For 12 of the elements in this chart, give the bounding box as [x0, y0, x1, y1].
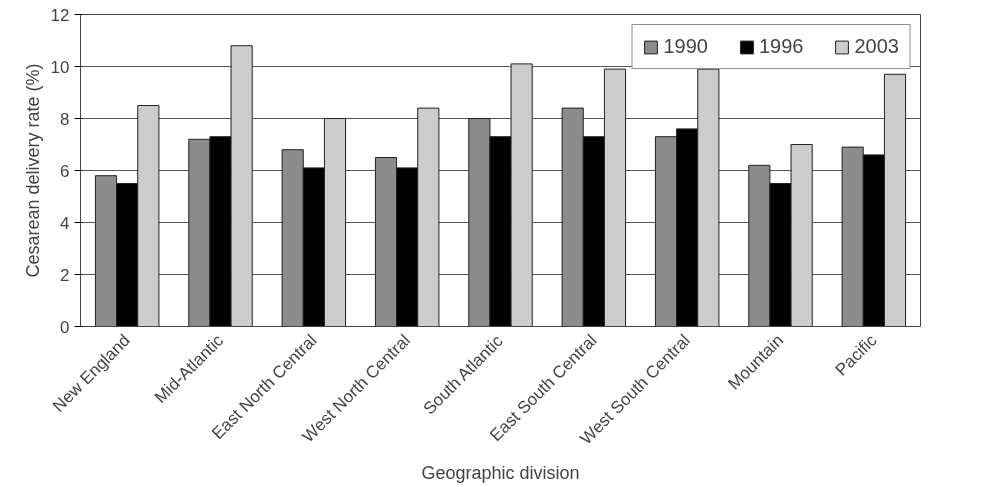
- legend-label: 1996: [759, 35, 804, 58]
- y-tick-label: 2: [60, 265, 70, 285]
- x-axis-title: Geographic division: [421, 462, 580, 483]
- y-axis-title: Cesarean delivery rate (%): [22, 63, 43, 278]
- y-tick-label: 12: [50, 5, 70, 25]
- y-tick-label: 10: [50, 57, 70, 77]
- y-tick-label: 0: [60, 317, 70, 337]
- y-tick-label: 8: [60, 109, 70, 129]
- legend-label: 2003: [854, 35, 899, 58]
- legend-label: 1990: [663, 35, 708, 58]
- y-tick-label: 6: [60, 161, 70, 181]
- y-tick-label: 4: [60, 213, 70, 233]
